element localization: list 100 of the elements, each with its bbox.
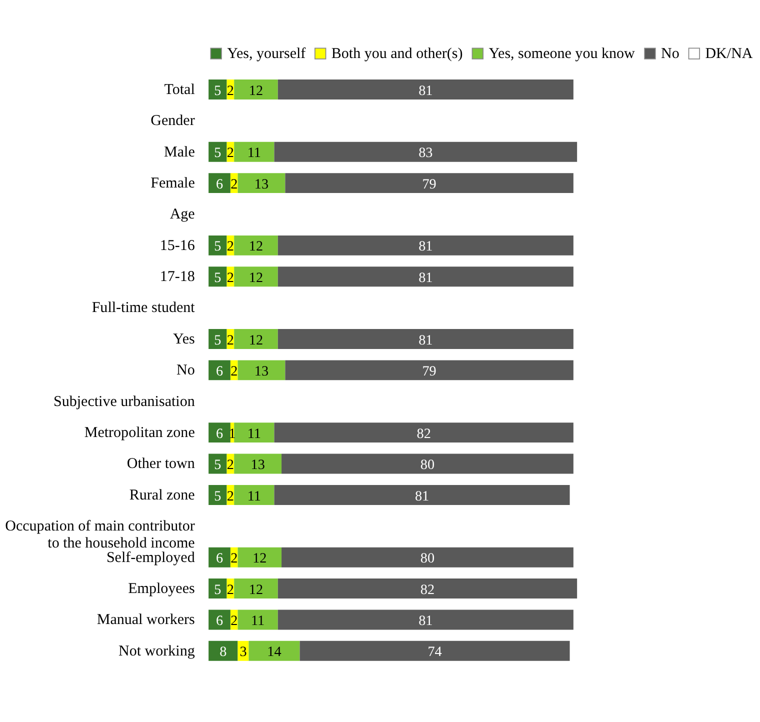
- y-tick-label: Subjective urbanisation: [53, 394, 196, 410]
- bar: [278, 266, 574, 287]
- data-label: 2: [226, 582, 234, 598]
- y-tick-label: 17-18: [160, 269, 195, 286]
- bar: [234, 454, 282, 474]
- legend-label: DK/NA: [705, 46, 753, 62]
- bar: [234, 142, 274, 162]
- data-label: 12: [248, 82, 264, 99]
- data-label: 2: [226, 82, 234, 99]
- bar: [238, 610, 278, 630]
- bar: [234, 235, 278, 256]
- data-label: 74: [428, 644, 442, 660]
- data-label: 2: [226, 457, 234, 474]
- data-label: 79: [422, 176, 436, 192]
- data-label: 5: [214, 457, 222, 474]
- y-tick-label: Gender: [150, 113, 195, 130]
- bar: [278, 235, 574, 256]
- bar: [208, 266, 227, 287]
- bar: [208, 235, 227, 256]
- bar: [238, 360, 286, 380]
- data-label: 2: [230, 613, 238, 630]
- y-tick-label: No: [176, 362, 195, 379]
- data-label: 6: [216, 613, 224, 630]
- bar: [282, 547, 574, 568]
- data-label: 2: [226, 488, 234, 504]
- data-label: 82: [416, 426, 431, 442]
- data-label: 13: [254, 364, 269, 380]
- legend-label: Yes, someone you know: [488, 46, 635, 62]
- bar: [208, 142, 227, 162]
- bar: [208, 640, 238, 661]
- data-label: 2: [226, 332, 234, 348]
- bar: [278, 610, 574, 630]
- y-tick-label: Self-employed: [106, 550, 196, 566]
- data-label: 80: [420, 457, 435, 474]
- data-label: 11: [251, 613, 265, 630]
- y-tick-label: Metropolitan zone: [84, 424, 196, 441]
- y-tick-label: Occupation of main contributor to the household income: [5, 518, 196, 552]
- bar: [238, 547, 282, 568]
- bar: [282, 454, 574, 474]
- bar: [234, 329, 278, 349]
- bar: [208, 578, 227, 599]
- bar: [208, 484, 227, 505]
- bar: [208, 80, 227, 100]
- data-label: 12: [248, 582, 264, 598]
- data-label: 12: [248, 332, 264, 348]
- bar: [208, 547, 230, 568]
- data-label: 12: [252, 550, 267, 567]
- bar: [208, 610, 230, 630]
- bar: [278, 578, 578, 599]
- data-label: 11: [247, 145, 261, 162]
- y-tick-label: Employees: [128, 580, 195, 597]
- data-label: 12: [248, 238, 264, 255]
- bar: [248, 640, 300, 661]
- data-label: 5: [214, 332, 222, 348]
- bar: [238, 173, 286, 194]
- legend-label: Both you and other(s): [331, 46, 463, 62]
- data-label: 83: [418, 145, 433, 162]
- data-label: 13: [254, 176, 269, 192]
- data-label: 79: [422, 364, 436, 380]
- data-label: 2: [230, 176, 238, 192]
- bar: [234, 422, 274, 443]
- bar: [208, 173, 230, 194]
- y-tick-label: Rural zone: [129, 487, 196, 504]
- y-tick-label: Not working: [118, 643, 196, 660]
- data-label: 81: [418, 82, 433, 99]
- data-label: 5: [214, 270, 222, 286]
- data-label: 11: [247, 426, 261, 442]
- data-label: 5: [214, 488, 222, 504]
- data-label: 5: [214, 238, 222, 255]
- data-label: 6: [216, 550, 224, 567]
- bar: [278, 80, 574, 100]
- data-label: 82: [420, 582, 435, 598]
- bar: [234, 578, 278, 599]
- data-label: 5: [214, 145, 222, 162]
- bar: [274, 142, 578, 162]
- y-tick-label: Male: [164, 144, 196, 160]
- bar: [208, 360, 230, 380]
- data-label: 12: [248, 270, 264, 286]
- bar: [208, 454, 227, 474]
- data-label: 81: [418, 238, 433, 255]
- y-tick-label: Manual workers: [96, 612, 196, 628]
- data-label: 80: [420, 550, 435, 567]
- bar: [300, 640, 570, 661]
- data-label: 6: [216, 176, 224, 192]
- data-label: 5: [214, 82, 222, 99]
- data-label: 81: [418, 332, 433, 348]
- bar: [274, 422, 574, 443]
- data-label: 2: [230, 550, 238, 567]
- data-label: 3: [240, 644, 247, 660]
- y-tick-label: Female: [150, 175, 196, 192]
- bar: [285, 173, 574, 194]
- y-tick-label: Yes: [173, 331, 196, 348]
- data-label: 6: [216, 426, 224, 442]
- bar: [234, 484, 274, 505]
- bar: [234, 266, 278, 287]
- y-tick-label: 15-16: [160, 238, 196, 254]
- bar: [274, 484, 570, 505]
- data-label: 6: [216, 364, 224, 380]
- bar: [234, 80, 278, 100]
- data-label: 2: [226, 270, 234, 286]
